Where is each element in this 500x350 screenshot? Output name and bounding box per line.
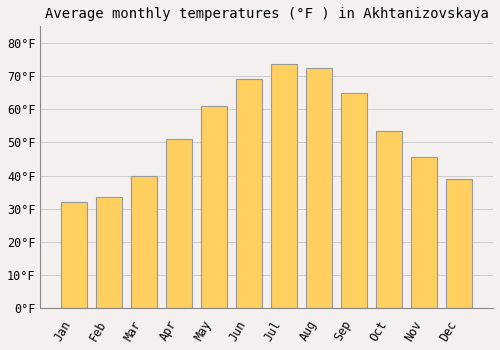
- Bar: [306, 68, 332, 308]
- Bar: [376, 131, 402, 308]
- Bar: [341, 93, 367, 308]
- Bar: [411, 158, 438, 308]
- Bar: [96, 197, 122, 308]
- Bar: [131, 176, 157, 308]
- Bar: [201, 106, 228, 308]
- Bar: [236, 79, 262, 308]
- Bar: [271, 64, 297, 308]
- Bar: [446, 179, 472, 308]
- Bar: [61, 202, 87, 308]
- Bar: [166, 139, 192, 308]
- Title: Average monthly temperatures (°F ) in Akhtanizovskaya: Average monthly temperatures (°F ) in Ak…: [44, 7, 488, 21]
